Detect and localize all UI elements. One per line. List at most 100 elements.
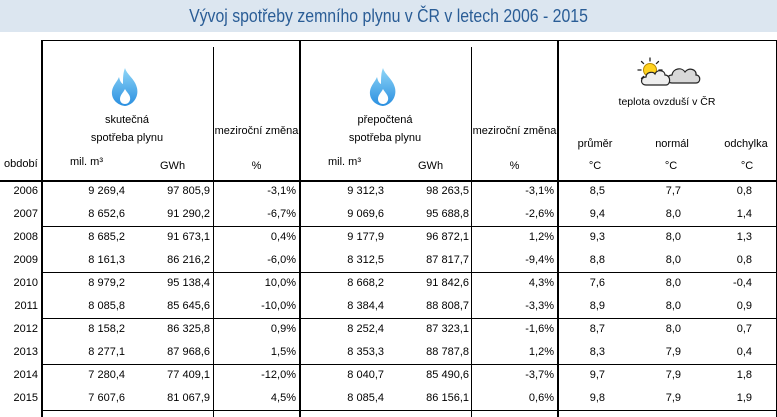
converted-volume-cell: 8 668,2	[347, 277, 384, 289]
sun-behind-clouds-icon	[628, 56, 702, 88]
actual-energy-cell: 95 138,4	[167, 277, 210, 289]
converted-energy-cell: 87 323,1	[426, 323, 469, 335]
actual-volume-cell: 8 085,8	[88, 300, 125, 312]
converted-change-cell: -9,4%	[525, 254, 554, 266]
temperature-normal-cell: 8,0	[665, 231, 681, 243]
temperature-normal-cell: 8,0	[665, 208, 681, 220]
temperature-normal-cell: 7,9	[665, 392, 681, 404]
actual-volume-cell: 8 979,2	[88, 277, 125, 289]
temperature-normal-cell: 8,0	[665, 300, 681, 312]
converted-volume-cell: 8 040,7	[347, 369, 384, 381]
temperature-normal-cell: 7,9	[665, 346, 681, 358]
table-row: 2015 7 607,6 81 067,9 4,5% 8 085,4 86 156,1 0,…	[0, 388, 777, 411]
actual-consumption-label-line2: spotřeba plynu	[90, 132, 164, 144]
temperature-average-cell: 8,9	[589, 300, 605, 312]
row-group-separator	[42, 318, 777, 319]
section-divider-right	[557, 40, 559, 417]
year-cell: 2008	[13, 231, 38, 243]
actual-change-cell: 0,9%	[270, 323, 296, 335]
column-divider-actual-change	[213, 47, 214, 417]
table-bottom-border	[42, 410, 777, 411]
actual-change-cell: -12,0%	[261, 369, 296, 381]
temperature-normal-cell: 8,0	[665, 254, 681, 266]
converted-energy-cell: 87 817,7	[426, 254, 469, 266]
table-row: 2013 8 277,1 87 968,6 1,5% 8 353,3 88 787,8 1,…	[0, 342, 777, 365]
section-divider-left	[41, 40, 43, 417]
temperature-average-cell: 9,7	[589, 369, 605, 381]
converted-energy-cell: 91 842,6	[426, 277, 469, 289]
converted-change-cell: 1,2%	[528, 231, 554, 243]
temperature-deviation-cell: 0,7	[736, 323, 752, 335]
temperature-average-cell: 9,4	[589, 208, 605, 220]
actual-volume-cell: 8 277,1	[88, 346, 125, 358]
row-group-separator	[42, 272, 777, 273]
converted-energy-cell: 85 490,6	[426, 369, 469, 381]
converted-energy-cell: 95 688,8	[426, 208, 469, 220]
table-row: 2009 8 161,3 86 216,2 -6,0% 8 312,5 87 817,7 -…	[0, 250, 777, 273]
converted-change-cell: -3,7%	[525, 369, 554, 381]
actual-energy-cell: 87 968,6	[167, 346, 210, 358]
year-cell: 2011	[14, 300, 38, 312]
converted-change-cell: 1,2%	[528, 346, 554, 358]
year-cell: 2007	[13, 208, 38, 220]
actual-energy-cell: 86 216,2	[167, 254, 210, 266]
actual-volume-unit: mil. m³	[70, 156, 103, 168]
year-cell: 2014	[13, 369, 38, 381]
temperature-normal-cell: 8,0	[665, 323, 681, 335]
period-header: období	[4, 158, 38, 170]
temperature-deviation-cell: 1,3	[736, 231, 752, 243]
actual-volume-cell: 9 269,4	[88, 185, 125, 197]
actual-energy-cell: 85 645,6	[167, 300, 210, 312]
temperature-normal-unit: °C	[664, 160, 678, 172]
converted-energy-cell: 88 808,7	[426, 300, 469, 312]
converted-energy-cell: 86 156,1	[426, 392, 469, 404]
temperature-normal-cell: 7,9	[665, 369, 681, 381]
temperature-deviation-cell: 0,8	[736, 254, 752, 266]
converted-change-cell: -2,6%	[525, 208, 554, 220]
actual-energy-cell: 77 409,1	[167, 369, 210, 381]
temperature-deviation-cell: 1,8	[736, 369, 752, 381]
temperature-average-cell: 8,8	[589, 254, 605, 266]
actual-volume-cell: 8 652,6	[88, 208, 125, 220]
converted-change-cell: -3,3%	[525, 300, 554, 312]
actual-change-cell: 0,4%	[270, 231, 296, 243]
converted-volume-unit: mil. m³	[328, 156, 361, 168]
converted-energy-cell: 96 872,1	[426, 231, 469, 243]
converted-energy-cell: 88 787,8	[426, 346, 469, 358]
year-cell: 2012	[13, 323, 38, 335]
temperature-deviation-unit: °C	[740, 160, 754, 172]
temperature-deviation-cell: 0,8	[736, 185, 752, 197]
actual-change-cell: 1,5%	[270, 346, 296, 358]
converted-change-unit: %	[509, 160, 520, 172]
flame-icon	[108, 67, 142, 107]
temperature-deviation-cell: 1,4	[736, 208, 752, 220]
converted-change-cell: -1,6%	[525, 323, 554, 335]
actual-consumption-label-line1: skutečná	[104, 114, 150, 126]
actual-change-cell: -6,0%	[267, 254, 296, 266]
column-divider-converted-change	[471, 47, 472, 417]
section-divider-middle	[299, 40, 301, 417]
actual-energy-cell: 91 673,1	[167, 231, 210, 243]
header-bottom-border	[0, 180, 777, 182]
converted-change-cell: 4,3%	[528, 277, 554, 289]
table-row: 2007 8 652,6 91 290,2 -6,7% 9 069,6 95 688,8 -…	[0, 204, 777, 227]
actual-energy-unit: GWh	[160, 160, 186, 172]
row-group-separator	[42, 226, 777, 227]
year-cell: 2010	[13, 277, 38, 289]
converted-consumption-label-line2: spotřeba plynu	[348, 132, 422, 144]
converted-volume-cell: 8 353,3	[347, 346, 384, 358]
converted-volume-cell: 9 069,6	[347, 208, 384, 220]
temperature-normal-cell: 8,0	[665, 277, 681, 289]
temperature-average-cell: 9,8	[589, 392, 605, 404]
converted-volume-cell: 9 177,9	[347, 231, 384, 243]
converted-volume-cell: 9 312,3	[347, 185, 384, 197]
converted-volume-cell: 8 384,4	[347, 300, 384, 312]
actual-volume-cell: 7 280,4	[88, 369, 125, 381]
actual-volume-cell: 7 607,6	[88, 392, 125, 404]
actual-volume-cell: 8 685,2	[88, 231, 125, 243]
temperature-normal-cell: 7,7	[665, 185, 681, 197]
year-cell: 2006	[13, 185, 38, 197]
flame-icon	[366, 67, 400, 107]
actual-energy-cell: 97 805,9	[167, 185, 210, 197]
